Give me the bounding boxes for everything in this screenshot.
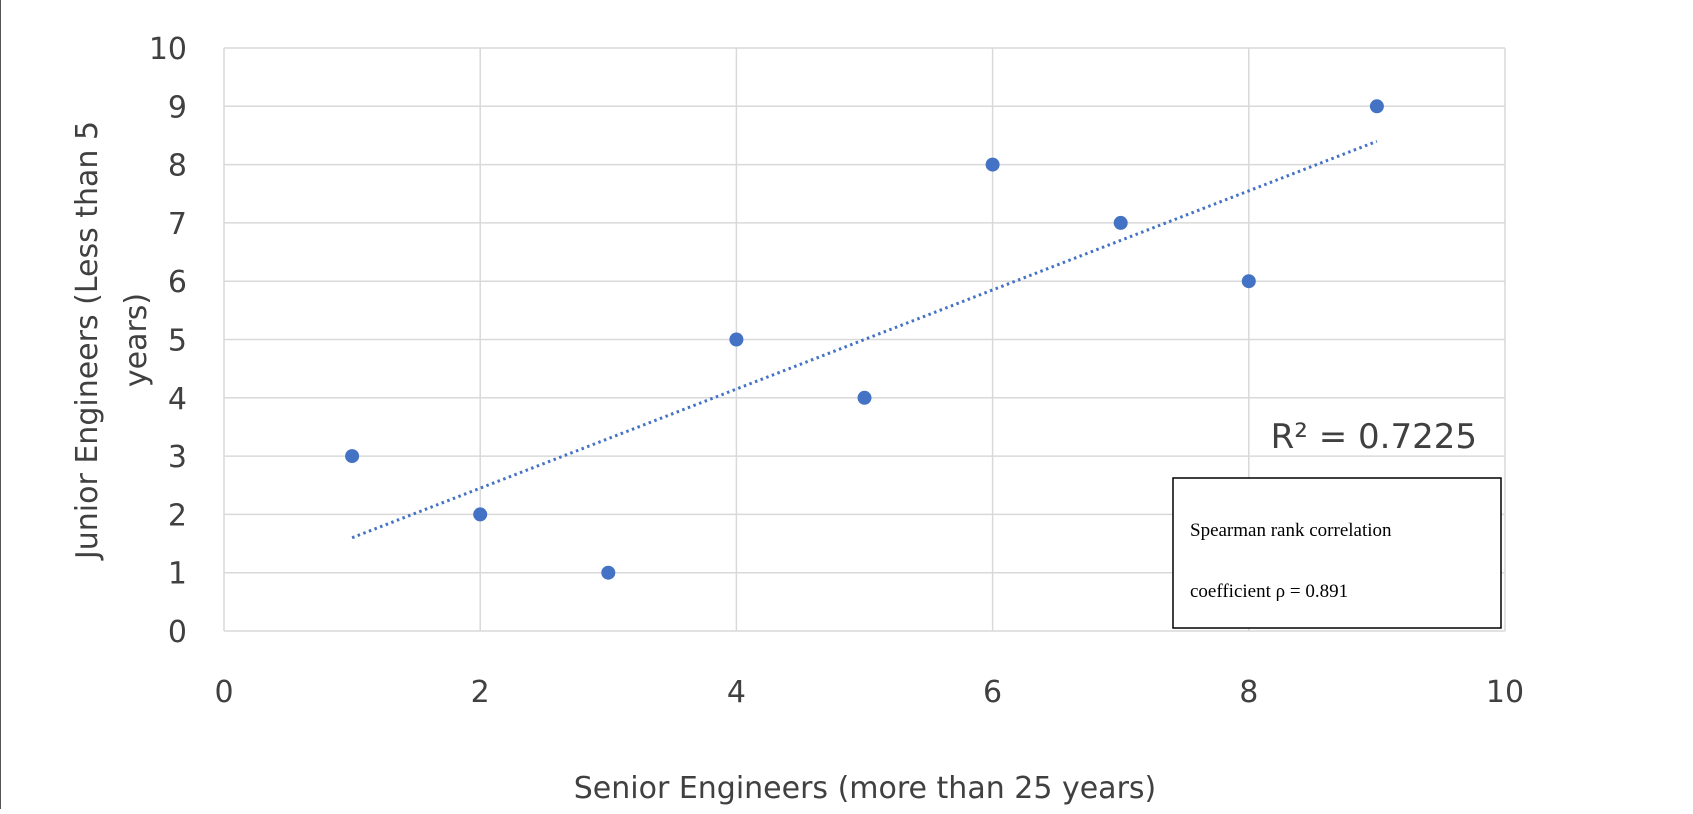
data-point: [729, 332, 744, 347]
y-axis-title-line-1: Junior Engineers (Less than 5: [70, 121, 105, 561]
y-tick-label: 3: [168, 440, 187, 475]
y-tick-label: 10: [149, 32, 187, 67]
data-point: [1241, 274, 1256, 289]
x-axis-title: Senior Engineers (more than 25 years): [574, 771, 1156, 806]
y-tick-label: 0: [168, 615, 187, 650]
annotation-border: [1172, 477, 1502, 629]
y-tick-label: 9: [168, 90, 187, 125]
annotation-line-2: coefficient ρ = 0.891: [1190, 581, 1348, 602]
data-point-layer: [345, 99, 1384, 580]
data-point: [473, 507, 488, 522]
data-point: [1113, 215, 1128, 230]
image-left-border: [0, 0, 1, 809]
x-tick-label: 0: [214, 675, 233, 710]
y-tick-label: 8: [168, 149, 187, 184]
y-tick-label: 2: [168, 498, 187, 533]
data-point: [1369, 99, 1384, 114]
y-axis-title: Junior Engineers (Less than 5 years): [70, 121, 154, 561]
y-axis-title-line-2: years): [119, 293, 154, 387]
data-point: [601, 565, 616, 580]
annotation-line-1: Spearman rank correlation: [1190, 520, 1392, 541]
x-tick-label: 4: [727, 675, 746, 710]
x-tick-label: 2: [471, 675, 490, 710]
y-tick-label: 7: [168, 207, 187, 242]
x-tick-label: 6: [983, 675, 1002, 710]
y-tick-label: 1: [168, 557, 187, 592]
x-tick-label: 8: [1239, 675, 1258, 710]
tick-label-layer: 0 1 2 3 4 5 6 7 8 9 10 0 2 4 6 8 10: [149, 32, 1524, 710]
x-tick-label: 10: [1486, 675, 1524, 710]
data-point: [985, 157, 1000, 172]
y-tick-label: 5: [168, 324, 187, 359]
spearman-annotation-box: Spearman rank correlation coefficient ρ …: [1172, 477, 1502, 629]
data-point: [857, 390, 872, 405]
y-tick-label: 6: [168, 265, 187, 300]
y-tick-label: 4: [168, 382, 187, 417]
data-point: [345, 449, 360, 464]
r-squared-label: R² = 0.7225: [1271, 417, 1477, 457]
